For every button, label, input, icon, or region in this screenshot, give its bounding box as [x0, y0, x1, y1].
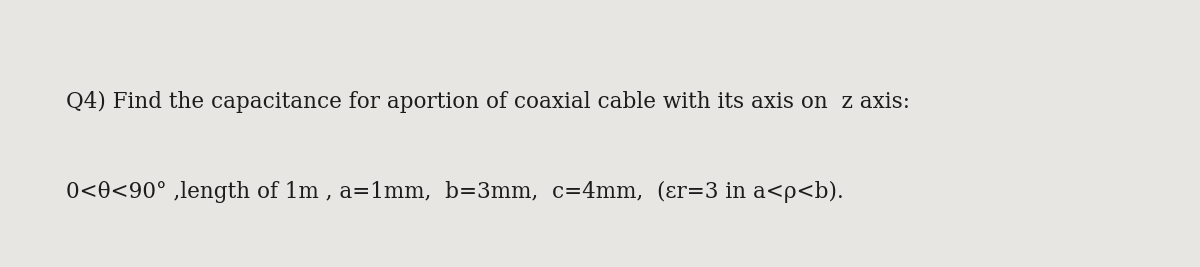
Text: Q4) Find the capacitance for aportion of coaxial cable with its axis on  z axis:: Q4) Find the capacitance for aportion of…	[66, 91, 910, 112]
Text: 0<θ<90° ,length of 1m , a=1mm,  b=3mm,  c=4mm,  (εr=3 in a<ρ<b).: 0<θ<90° ,length of 1m , a=1mm, b=3mm, c=…	[66, 181, 844, 203]
